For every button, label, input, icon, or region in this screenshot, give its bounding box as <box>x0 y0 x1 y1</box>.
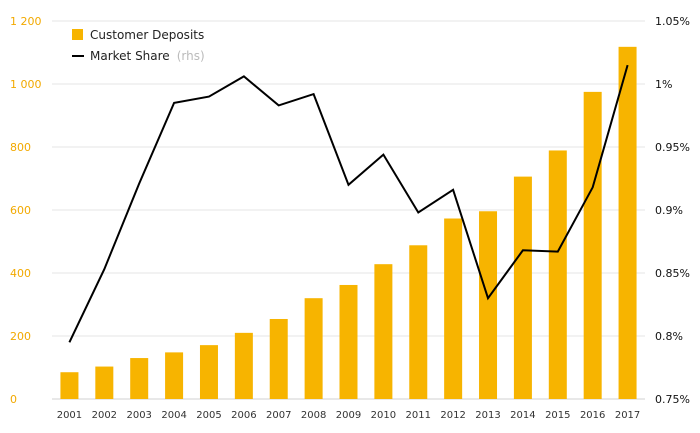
market-share-line <box>68 64 629 343</box>
right-tick-label: 0.75% <box>655 393 690 406</box>
bar-2016 <box>583 91 602 399</box>
x-tick-label: 2010 <box>371 410 396 421</box>
bar-2014 <box>513 176 532 399</box>
bar-2007 <box>269 318 288 399</box>
left-tick-label: 800 <box>10 141 31 154</box>
x-tick-label: 2003 <box>126 410 151 421</box>
bar-2012 <box>444 218 463 399</box>
market-share-line-layer <box>68 64 629 343</box>
right-tick-label: 0.85% <box>655 267 690 280</box>
right-tick-label: 0.8% <box>655 330 683 343</box>
right-tick-label: 0.9% <box>655 204 683 217</box>
right-tick-label: 1.05% <box>655 15 690 28</box>
x-tick-label: 2017 <box>615 410 640 421</box>
bar-2009 <box>339 284 358 399</box>
x-tick-label: 2015 <box>545 410 570 421</box>
right-tick-label: 1% <box>655 78 672 91</box>
bar-2015 <box>548 150 567 399</box>
left-tick-label: 1 000 <box>10 78 42 91</box>
x-tick-label: 2014 <box>510 410 535 421</box>
legend-label-customer-deposits: Customer Deposits <box>90 28 204 42</box>
x-tick-label: 2007 <box>266 410 291 421</box>
legend-label-market-share-note: (rhs) <box>177 49 205 63</box>
bar-2017 <box>618 46 637 400</box>
bar-2006 <box>234 332 253 399</box>
gridlines <box>52 20 645 400</box>
x-tick-label: 2012 <box>440 410 465 421</box>
x-tick-label: 2013 <box>475 410 500 421</box>
x-tick-label: 2002 <box>92 410 117 421</box>
bar-2001 <box>60 372 79 399</box>
legend-label-market-share: Market Share <box>90 49 170 63</box>
bar-2002 <box>95 366 114 399</box>
bar-2011 <box>409 245 428 399</box>
left-axis-ticks: 0 200 400 600 800 1 000 1 200 <box>10 15 42 406</box>
right-axis-ticks: 0.75% 0.8% 0.85% 0.9% 0.95% 1% 1.05% <box>655 15 690 406</box>
x-tick-label: 2005 <box>196 410 221 421</box>
bar-2004 <box>165 352 184 399</box>
left-tick-label: 600 <box>10 204 31 217</box>
x-tick-label: 2009 <box>336 410 361 421</box>
left-tick-label: 0 <box>10 393 17 406</box>
x-axis-ticks: 2001 2002 2003 2004 2005 2006 2007 2008 2009 2010… <box>57 410 641 421</box>
left-tick-label: 400 <box>10 267 31 280</box>
bar-2008 <box>304 298 323 399</box>
legend: Customer Deposits Market Share (rhs) <box>72 28 205 64</box>
left-tick-label: 1 200 <box>10 15 42 28</box>
x-tick-label: 2004 <box>161 410 186 421</box>
bar-2005 <box>199 345 218 399</box>
x-tick-label: 2011 <box>406 410 431 421</box>
x-tick-label: 2016 <box>580 410 605 421</box>
x-tick-label: 2006 <box>231 410 256 421</box>
bar-2003 <box>130 358 149 399</box>
right-tick-label: 0.95% <box>655 141 690 154</box>
x-tick-label: 2001 <box>57 410 82 421</box>
deposit-bars <box>60 46 637 400</box>
left-tick-label: 200 <box>10 330 31 343</box>
bar-2010 <box>374 264 393 399</box>
legend-label-market-share-group: Market Share (rhs) <box>90 47 205 64</box>
x-tick-label: 2008 <box>301 410 326 421</box>
bar-2013 <box>479 211 498 399</box>
legend-swatch-customer-deposits <box>72 29 83 40</box>
